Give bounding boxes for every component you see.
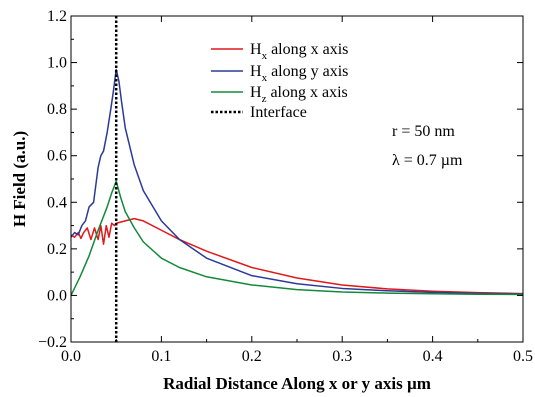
x-axis-label: Radial Distance Along x or y axis µm [163,374,431,393]
legend-entry-4: Interface [250,104,307,121]
series-line-1 [71,217,523,295]
annotation-2: λ = 0.7 µm [392,152,463,169]
axes: 0.0 0.1 0.2 0.3 0.4 0.5−0.20.00.20.40.60.81.0… [10,8,533,393]
y-tick-label: 0.8 [47,101,67,118]
annotations: r = 50 nm λ = 0.7 µm [392,123,463,169]
annotation-1: r = 50 nm [392,123,455,140]
y-axis-label: H Field (a.u.) [10,131,29,227]
x-tick-label: 0.2 [242,348,262,365]
x-tick-label: 0.5 [513,348,533,365]
x-tick-label: 0.0 [61,348,81,365]
y-tick-label: 1.2 [47,8,67,25]
series-line-2 [71,68,523,295]
y-tick-label: 0.2 [47,241,67,258]
plot-area [71,16,523,342]
y-tick-label: 0.6 [47,148,67,165]
legend-entry-1: Hx along x axis [250,41,348,62]
legend-entry-2: Hx along y axis [250,63,348,84]
x-tick-label: 0.4 [423,348,443,365]
series-line-3 [71,180,523,296]
y-tick-label: 0.4 [47,194,67,211]
y-tick-label: −0.2 [38,334,67,351]
legend-entry-3: Hz along x axis [250,84,348,105]
x-tick-label: 0.1 [151,348,171,365]
x-tick-label: 0.3 [332,348,352,365]
y-tick-label: 1.0 [47,55,67,72]
y-tick-label: 0.0 [47,287,67,304]
